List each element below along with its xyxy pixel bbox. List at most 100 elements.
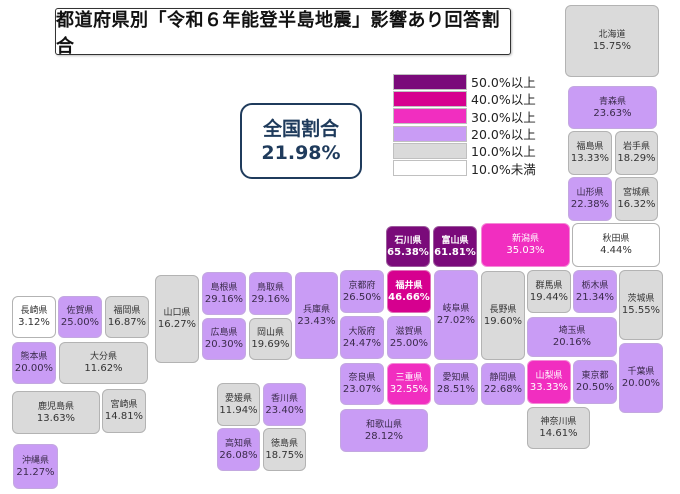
pref-tokyo: 東京都 20.50% bbox=[573, 360, 617, 404]
pref-value: 20.00% bbox=[14, 363, 54, 374]
pref-mie: 三重県 32.55% bbox=[387, 363, 431, 405]
pref-name: 和歌山県 bbox=[365, 419, 402, 430]
pref-name: 埼玉県 bbox=[558, 326, 586, 336]
pref-name: 山形県 bbox=[576, 188, 604, 198]
pref-value: 16.87% bbox=[107, 317, 147, 328]
pref-name: 茨城県 bbox=[627, 294, 655, 304]
pref-yamaguchi: 山口県 16.27% bbox=[155, 275, 199, 363]
pref-name: 沖縄県 bbox=[21, 455, 49, 466]
pref-value: 14.61% bbox=[539, 428, 578, 439]
legend-label: 10.0%未満 bbox=[471, 161, 536, 177]
pref-name: 青森県 bbox=[598, 96, 626, 107]
pref-name: 香川県 bbox=[270, 393, 298, 404]
pref-ibaraki: 茨城県 15.55% bbox=[619, 270, 663, 340]
legend-item: 40.0%以上 bbox=[393, 90, 536, 107]
pref-value: 32.55% bbox=[389, 384, 429, 395]
pref-okayama: 岡山県 19.69% bbox=[249, 318, 292, 360]
legend-swatch bbox=[393, 160, 467, 177]
pref-name: 大阪府 bbox=[348, 326, 376, 337]
pref-value: 23.43% bbox=[297, 315, 336, 327]
pref-value: 65.38% bbox=[387, 246, 429, 258]
pref-value: 29.16% bbox=[251, 293, 290, 305]
pref-akita: 秋田県 4.44% bbox=[572, 223, 660, 267]
pref-nara: 奈良県 23.07% bbox=[340, 363, 384, 405]
pref-name: 東京都 bbox=[581, 371, 609, 381]
pref-value: 25.00% bbox=[389, 337, 429, 349]
legend-swatch bbox=[393, 108, 467, 125]
pref-name: 奈良県 bbox=[348, 373, 376, 383]
pref-name: 熊本県 bbox=[20, 352, 48, 362]
pref-name: 富山県 bbox=[441, 235, 469, 246]
pref-name: 宮崎県 bbox=[110, 400, 138, 410]
legend-item: 50.0%以上 bbox=[393, 73, 536, 90]
pref-value: 20.30% bbox=[204, 339, 244, 350]
pref-name: 兵庫県 bbox=[302, 304, 330, 315]
pref-name: 福岡県 bbox=[113, 306, 141, 316]
pref-value: 29.16% bbox=[204, 293, 244, 305]
pref-value: 20.50% bbox=[575, 382, 615, 393]
pref-value: 28.51% bbox=[436, 384, 476, 395]
pref-name: 福島県 bbox=[576, 142, 604, 152]
pref-value: 22.68% bbox=[483, 384, 523, 395]
pref-value: 35.03% bbox=[506, 245, 545, 256]
pref-name: 秋田県 bbox=[602, 234, 630, 244]
pref-value: 13.33% bbox=[570, 153, 610, 164]
legend-item: 10.0%以上 bbox=[393, 142, 536, 159]
pref-name: 徳島県 bbox=[270, 438, 298, 449]
pref-kyoto: 京都府 26.50% bbox=[340, 270, 384, 313]
pref-saga: 佐賀県 25.00% bbox=[58, 296, 102, 338]
pref-value: 19.60% bbox=[483, 315, 523, 327]
pref-oita: 大分県 11.62% bbox=[59, 342, 148, 384]
chart-title: 都道府県別「令和６年能登半島地震」影響あり回答割合 bbox=[56, 9, 500, 57]
pref-name: 福井県 bbox=[395, 280, 423, 291]
pref-value: 33.33% bbox=[529, 382, 569, 393]
pref-name: 大分県 bbox=[89, 352, 117, 362]
pref-hokkaido: 北海道 15.75% bbox=[565, 5, 659, 77]
pref-yamanashi: 山梨県 33.33% bbox=[527, 360, 571, 404]
pref-tottori: 鳥取県 29.16% bbox=[249, 272, 292, 315]
chart-title-box: 都道府県別「令和６年能登半島地震」影響あり回答割合 bbox=[55, 8, 511, 57]
pref-value: 22.38% bbox=[570, 199, 610, 210]
pref-gifu: 岐阜県 27.02% bbox=[434, 270, 478, 360]
pref-value: 3.12% bbox=[18, 317, 50, 328]
pref-value: 14.81% bbox=[104, 411, 144, 422]
legend-swatch bbox=[393, 142, 467, 159]
legend: 50.0%以上 40.0%以上 30.0%以上 20.0%以上 10.0%以上 … bbox=[393, 73, 536, 177]
pref-value: 19.69% bbox=[251, 339, 290, 350]
pref-name: 新潟県 bbox=[511, 234, 539, 244]
pref-name: 岐阜県 bbox=[442, 304, 470, 314]
legend-item: 20.0%以上 bbox=[393, 125, 536, 142]
pref-value: 26.08% bbox=[219, 449, 258, 461]
pref-name: 滋賀県 bbox=[395, 326, 423, 337]
pref-chiba: 千葉県 20.00% bbox=[619, 343, 663, 413]
pref-shiga: 滋賀県 25.00% bbox=[387, 316, 431, 359]
pref-okinawa: 沖縄県 21.27% bbox=[13, 444, 58, 489]
pref-nagasaki: 長崎県 3.12% bbox=[12, 296, 56, 338]
pref-miyagi: 宮城県 16.32% bbox=[615, 177, 658, 221]
pref-name: 鹿児島県 bbox=[37, 401, 74, 412]
pref-value: 11.62% bbox=[84, 363, 123, 374]
pref-fukuoka: 福岡県 16.87% bbox=[105, 296, 149, 338]
pref-value: 13.63% bbox=[36, 412, 76, 424]
pref-name: 神奈川県 bbox=[540, 417, 577, 427]
pref-hiroshima: 広島県 20.30% bbox=[202, 318, 246, 360]
pref-kumamoto: 熊本県 20.00% bbox=[12, 342, 56, 384]
national-average-box: 全国割合 21.98% bbox=[240, 103, 362, 179]
pref-value: 23.40% bbox=[265, 404, 304, 416]
pref-value: 20.16% bbox=[552, 337, 592, 348]
pref-name: 宮城県 bbox=[622, 188, 650, 198]
pref-value: 25.00% bbox=[60, 317, 100, 328]
pref-gunma: 群馬県 19.44% bbox=[527, 270, 571, 313]
pref-wakayama: 和歌山県 28.12% bbox=[340, 409, 428, 452]
pref-value: 23.07% bbox=[342, 384, 382, 395]
pref-aomori: 青森県 23.63% bbox=[568, 86, 657, 129]
legend-swatch bbox=[393, 90, 467, 107]
legend-swatch bbox=[393, 73, 467, 90]
pref-name: 千葉県 bbox=[627, 367, 655, 377]
pref-value: 15.75% bbox=[592, 41, 632, 52]
pref-value: 46.66% bbox=[388, 291, 430, 303]
pref-value: 18.29% bbox=[617, 153, 656, 164]
pref-name: 鳥取県 bbox=[256, 282, 284, 293]
pref-toyama: 富山県 61.81% bbox=[433, 226, 477, 267]
pref-value: 20.00% bbox=[621, 378, 661, 389]
